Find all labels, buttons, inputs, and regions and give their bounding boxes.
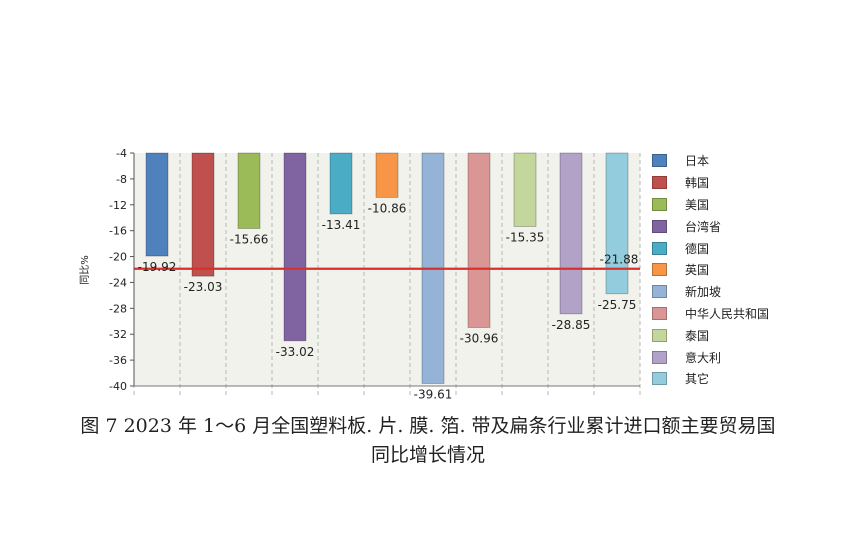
data-label-3: -33.02 [276,345,315,359]
legend-label: 台湾省 [685,219,722,234]
legend-item: 美国 [652,194,769,216]
legend-swatch [652,154,667,168]
legend-item: 台湾省 [652,215,769,237]
y-tick-label: -4 [116,147,127,160]
data-label-6: -39.61 [414,387,453,401]
data-labels: -19.92 -23.03 -15.66 -33.02 -13.41 -10.86 -39.… [138,201,637,401]
legend-swatch [652,241,667,255]
legend-item: 泰国 [652,324,769,346]
legend-swatch [652,285,667,299]
bar-chart: -21.88 -4 -8 -12 -16 -20 -24 -28 -32 -36 -40 -19.… [79,147,641,401]
legend-swatch [652,263,667,277]
legend-item: 中华人民共和国 [652,303,769,325]
bar-3 [283,152,307,342]
legend-swatch [652,372,667,386]
legend-item: 韩国 [652,172,769,194]
legend-label: 泰国 [685,328,710,343]
y-tick-label: -24 [109,276,127,289]
legend-item: 其它 [652,368,769,390]
legend-item: 英国 [652,259,769,281]
bar-4 [329,152,353,215]
data-label-10: -25.75 [598,298,637,312]
bar-0 [145,152,169,257]
y-tick-label: -8 [116,173,127,186]
bar-7 [467,152,491,328]
y-tick-label: -12 [109,199,127,212]
data-label-0: -19.92 [138,260,177,274]
y-axis: -4 -8 -12 -16 -20 -24 -28 -32 -36 -40 [109,147,640,393]
y-tick-label: -36 [109,354,127,367]
legend-label: 新加坡 [685,285,722,300]
reference-line: -21.88 [134,253,640,270]
legend: 日本韩国美国台湾省德国英国新加坡中华人民共和国 泰国意大利其它 [652,150,769,390]
data-label-9: -28.85 [552,318,591,332]
legend-label: 其它 [685,372,710,387]
legend-label: 英国 [685,263,710,278]
bar-9 [559,152,583,315]
bar-8 [513,152,537,227]
bar-10 [605,152,629,295]
legend-label: 韩国 [685,176,710,191]
legend-label: 意大利 [685,350,722,365]
data-label-7: -30.96 [460,331,499,345]
legend-label: 日本 [685,154,710,169]
y-axis-label: 同比% [79,255,91,285]
y-tick-label: -16 [109,225,127,238]
y-tick-label: -32 [109,328,127,341]
legend-swatch [652,328,667,342]
data-label-2: -15.66 [230,232,269,246]
legend-swatch [652,176,667,190]
average-line-label: -21.88 [600,253,639,267]
legend-label: 中华人民共和国 [685,306,770,321]
legend-label: 德国 [685,241,710,256]
bar-2 [237,152,261,229]
legend-item: 新加坡 [652,281,769,303]
legend-swatch [652,219,667,233]
chart-caption-line-1: 图 7 2023 年 1～6 月全国塑料板. 片. 膜. 箔. 带及扁条行业累计… [80,415,776,437]
legend-swatch [652,350,667,364]
y-tick-label: -28 [109,302,127,315]
legend-item: 德国 [652,237,769,259]
data-label-5: -10.86 [368,201,407,215]
data-label-1: -23.03 [184,280,223,294]
data-label-8: -15.35 [506,230,545,244]
y-tick-label: -40 [109,380,127,393]
legend-label: 美国 [685,197,710,212]
legend-item: 意大利 [652,346,769,368]
legend-item: 日本 [652,150,769,172]
bar-5 [375,152,399,198]
data-label-4: -13.41 [322,218,361,232]
chart-caption-line-2: 同比增长情况 [370,444,485,466]
bar-1 [191,152,215,277]
legend-swatch [652,197,667,211]
y-tick-label: -20 [109,251,127,264]
legend-swatch [652,306,667,320]
bars [145,152,629,384]
